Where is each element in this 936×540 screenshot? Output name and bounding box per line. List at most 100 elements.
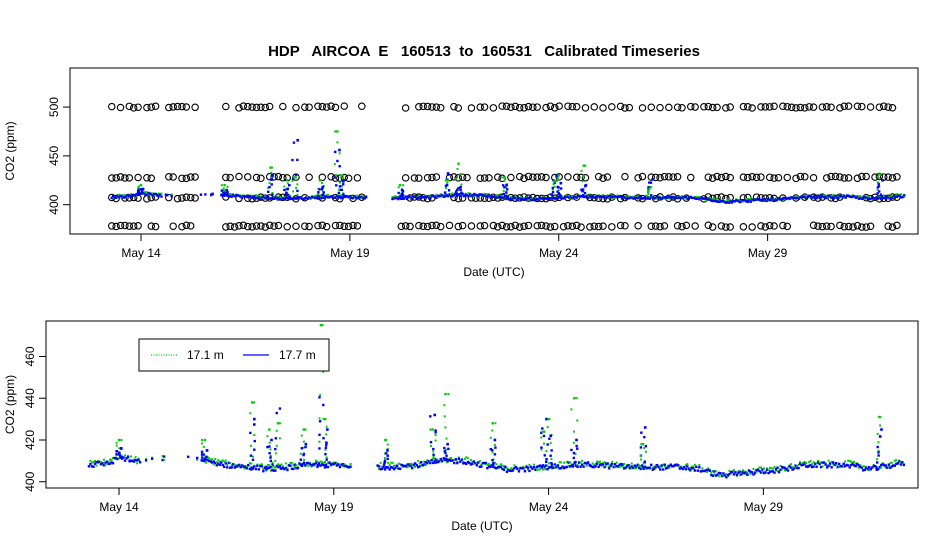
point-17-7m [120, 457, 124, 460]
calibration-point [831, 172, 840, 181]
point-17-7m [517, 470, 521, 473]
point-17-7m [732, 473, 736, 476]
point-17-7m [131, 459, 134, 462]
point-17-7m [325, 441, 328, 445]
point-17-1m [157, 192, 160, 195]
point-17-7m [789, 466, 793, 469]
point-17-1m [229, 193, 232, 196]
point-17-1m [651, 466, 654, 469]
point-17-1m [773, 466, 776, 469]
point-17-1m [499, 463, 502, 466]
point-17-7m [446, 172, 450, 175]
point-17-7m [236, 464, 239, 467]
point-17-1m [269, 166, 272, 169]
point-17-1m [692, 465, 695, 468]
point-17-7m [338, 195, 341, 199]
point-17-7m [304, 464, 307, 467]
calibration-point [494, 173, 502, 181]
point-17-1m [122, 194, 125, 197]
point-17-1m [253, 433, 256, 436]
point-17-7m [96, 461, 100, 464]
point-17-1m [588, 465, 591, 468]
point-17-7m [807, 464, 811, 468]
calibration-point [888, 103, 897, 112]
point-17-7m [265, 196, 268, 199]
point-17-7m [403, 464, 406, 468]
point-17-7m [119, 194, 122, 197]
point-17-7m [152, 192, 156, 196]
point-17-1m [336, 462, 339, 465]
point-17-7m [866, 468, 869, 471]
point-17-1m [672, 197, 675, 200]
point-17-1m [888, 195, 891, 198]
point-17-7m [549, 197, 552, 200]
point-17-7m [848, 466, 851, 469]
point-17-7m [881, 463, 884, 466]
point-17-7m [540, 466, 543, 469]
point-17-7m [842, 462, 845, 466]
point-17-1m [749, 197, 752, 200]
point-17-7m [226, 194, 229, 197]
point-17-7m [271, 174, 274, 177]
calibration-point [739, 173, 748, 181]
point-17-7m [892, 194, 896, 198]
point-17-1m [525, 464, 528, 467]
calibration-point [406, 222, 414, 231]
point-17-1m [306, 195, 309, 198]
point-17-7m [559, 467, 563, 470]
point-17-7m [319, 464, 322, 467]
point-17-7m [550, 193, 553, 196]
calibration-point [564, 173, 572, 181]
point-17-7m [822, 195, 826, 199]
point-17-7m [394, 196, 397, 200]
point-17-7m [553, 181, 556, 185]
point-17-7m [491, 458, 494, 462]
point-17-7m [610, 195, 614, 198]
point-17-7m [836, 465, 839, 469]
point-17-7m [331, 194, 334, 198]
point-17-7m [250, 196, 254, 199]
point-17-1m [770, 467, 773, 470]
calibration-point [428, 173, 436, 182]
point-17-7m [777, 470, 781, 474]
point-17-7m [538, 464, 542, 467]
point-17-1m [275, 429, 278, 432]
calibration-point [349, 221, 357, 230]
point-17-7m [557, 186, 560, 189]
point-17-1m [502, 176, 505, 179]
calibration-point [656, 103, 664, 112]
point-17-1m [732, 469, 735, 472]
point-17-1m [743, 470, 746, 473]
point-17-7m [687, 467, 691, 470]
point-17-1m [89, 459, 92, 462]
point-17-1m [625, 195, 628, 198]
point-17-7m [347, 196, 350, 199]
calibration-point [673, 221, 682, 230]
point-17-7m [511, 198, 514, 201]
calibration-point [314, 102, 322, 110]
point-17-7m [901, 195, 904, 199]
point-17-1m [270, 176, 273, 179]
point-17-7m [764, 198, 767, 201]
calibration-point [318, 221, 327, 230]
calibration-point [884, 103, 892, 111]
point-17-1m [648, 187, 651, 190]
y-tick-label: 400 [23, 471, 37, 491]
point-17-7m [492, 463, 495, 466]
point-17-1m [233, 464, 236, 467]
point-17-7m [462, 194, 466, 198]
point-17-1m [238, 465, 241, 468]
point-17-7m [838, 194, 842, 198]
point-17-7m [347, 465, 351, 469]
point-17-1m [265, 469, 268, 472]
calibration-point [165, 173, 173, 181]
point-17-1m [853, 460, 856, 463]
point-17-7m [492, 195, 495, 199]
point-17-1m [124, 454, 127, 457]
point-17-1m [342, 177, 345, 180]
calibration-point [257, 174, 265, 183]
point-17-1m [340, 174, 343, 177]
point-17-7m [397, 467, 400, 470]
point-17-7m [859, 465, 862, 468]
point-17-7m [643, 426, 647, 429]
